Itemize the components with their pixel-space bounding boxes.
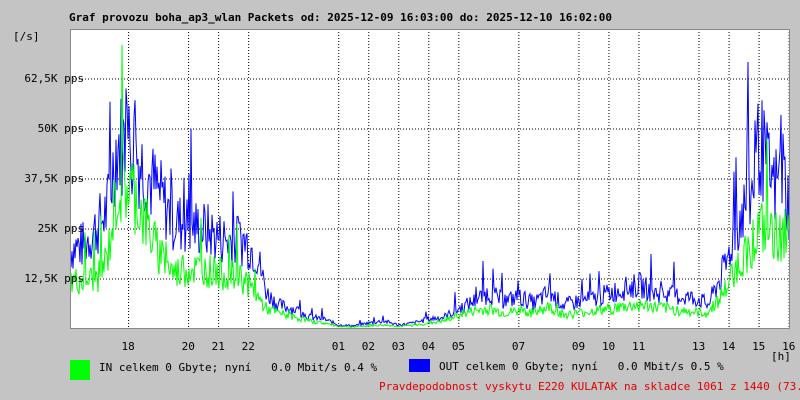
x-tick-label: 01	[331, 340, 345, 353]
x-tick-label: 14	[722, 340, 736, 353]
x-axis-unit: [h]	[771, 350, 791, 363]
y-tick-label: 62,5K pps	[24, 72, 84, 85]
x-tick-label: 03	[391, 340, 406, 353]
probability-note: Pravdepodobnost vyskytu E220 KULATAK na …	[379, 380, 800, 393]
chart-title: Graf provozu boha_ap3_wlan Packets od: 2…	[69, 11, 613, 24]
out-legend-swatch	[409, 359, 430, 372]
x-tick-label: 21	[211, 340, 225, 353]
x-tick-label: 05	[451, 340, 466, 353]
y-tick-label: 12,5K pps	[24, 272, 84, 285]
x-tick-label: 02	[361, 340, 375, 353]
x-tick-label: 13	[692, 340, 706, 353]
x-tick-label: 16	[782, 340, 796, 353]
x-tick-label: 11	[631, 340, 646, 353]
x-tick-label: 10	[601, 340, 616, 353]
x-tick-label: 18	[121, 340, 135, 353]
y-tick-label: 37,5K pps	[24, 172, 84, 185]
traffic-chart	[70, 29, 790, 329]
series-line-out	[70, 61, 790, 328]
y-axis-unit: [/s]	[13, 30, 40, 43]
in-legend-swatch	[70, 360, 90, 380]
x-tick-label: 04	[421, 340, 436, 353]
plot-border	[70, 29, 790, 329]
x-tick-label: 15	[752, 340, 766, 353]
y-tick-label: 50K pps	[37, 122, 84, 135]
plot-area	[70, 29, 790, 329]
x-tick-label: 20	[181, 340, 195, 353]
series-line-in	[70, 44, 790, 329]
x-tick-label: 22	[241, 340, 255, 353]
out-legend-label: OUT celkem 0 Gbyte; nyní 0.0 Mbit/s 0.5 …	[439, 360, 724, 373]
x-tick-label: 09	[571, 340, 586, 353]
in-legend-label: IN celkem 0 Gbyte; nyní 0.0 Mbit/s 0.4 %	[99, 361, 378, 374]
x-tick-label: 07	[511, 340, 526, 353]
y-tick-label: 25K pps	[37, 222, 84, 235]
